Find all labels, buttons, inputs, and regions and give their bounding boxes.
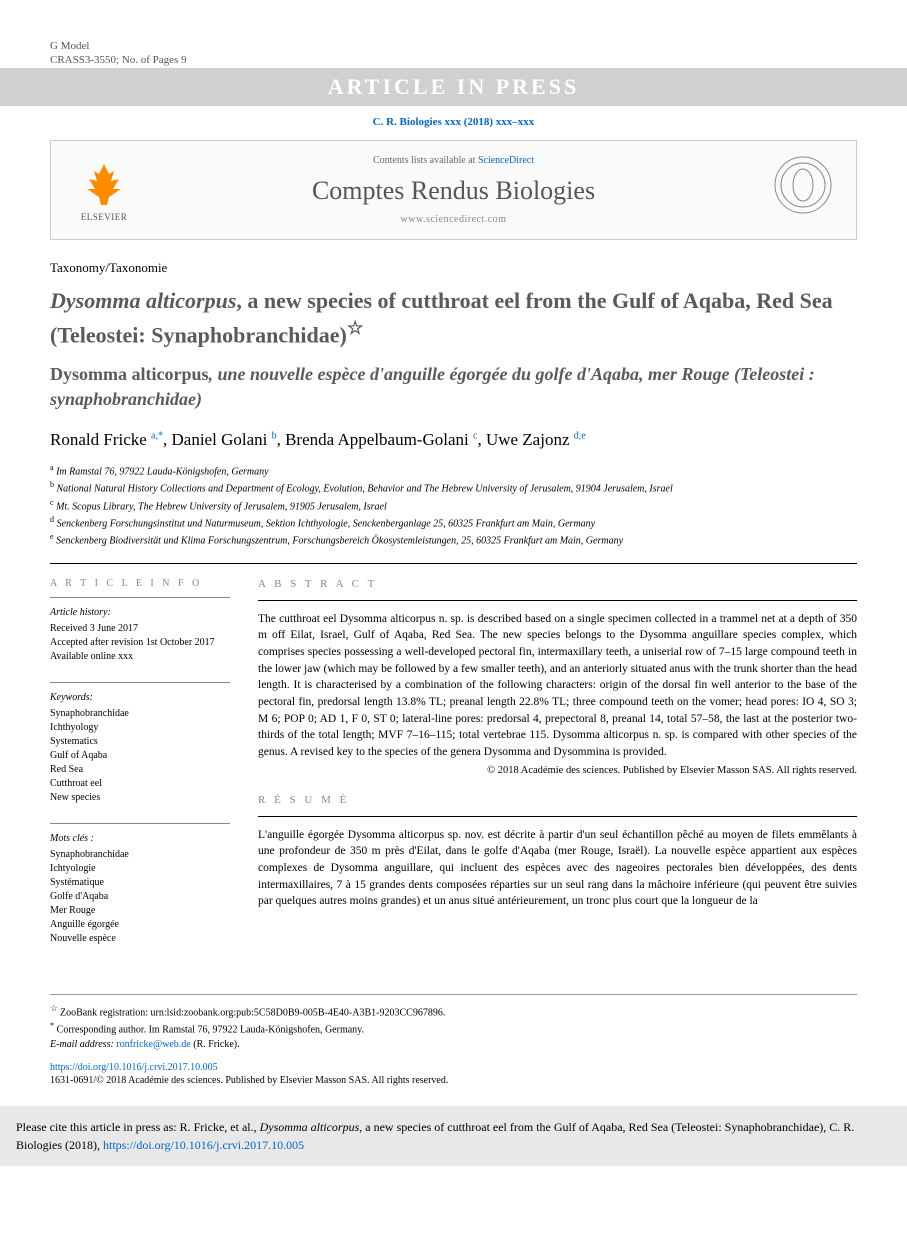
affiliation-a: a Im Ramstal 76, 97922 Lauda-Königshofen… <box>50 462 857 479</box>
authors-list: Ronald Fricke a,*, Daniel Golani b, Bren… <box>50 430 857 450</box>
kw-1: Ichthyology <box>50 721 230 735</box>
elsevier-text: ELSEVIER <box>69 212 139 222</box>
affiliation-c: c Mt. Scopus Library, The Hebrew Univers… <box>50 497 857 514</box>
journal-header-box: ELSEVIER Contents lists available at Sci… <box>50 140 857 240</box>
affiliation-b: b National Natural History Collections a… <box>50 479 857 496</box>
mc-5: Anguille égorgée <box>50 918 230 932</box>
history-accepted: Accepted after revision 1st October 2017 <box>50 636 230 650</box>
mc-1: Ichtyologie <box>50 862 230 876</box>
history-label: Article history: <box>50 606 230 620</box>
kw-5: Cutthroat eel <box>50 777 230 791</box>
citation-top: C. R. Biologies xxx (2018) xxx–xxx <box>50 116 857 128</box>
author-1: Ronald Fricke <box>50 430 147 449</box>
g-model-label: G Model <box>50 40 857 52</box>
resume-text: L'anguille égorgée Dysomma alticorpus sp… <box>258 827 857 910</box>
keywords-label: Keywords: <box>50 691 230 705</box>
mc-0: Synaphobranchidae <box>50 848 230 862</box>
keywords-block: Keywords: Synaphobranchidae Ichthyology … <box>50 691 230 805</box>
cite-box: Please cite this article in press as: R.… <box>0 1106 907 1166</box>
mots-block: Mots clés : Synaphobranchidae Ichtyologi… <box>50 832 230 946</box>
kw-0: Synaphobranchidae <box>50 707 230 721</box>
affiliations: a Im Ramstal 76, 97922 Lauda-Königshofen… <box>50 462 857 549</box>
title-star: ☆ <box>347 318 363 338</box>
cite-pre: Please cite this article in press as: R.… <box>16 1120 260 1134</box>
issn-copyright: 1631-0691/© 2018 Académie des sciences. … <box>50 1075 857 1086</box>
article-title-fr: Dysomma alticorpus, une nouvelle espèce … <box>50 362 857 412</box>
abstract-copyright: © 2018 Académie des sciences. Published … <box>258 765 857 776</box>
corresponding-note: * Corresponding author. Im Ramstal 76, 9… <box>50 1020 857 1037</box>
mc-2: Systématique <box>50 876 230 890</box>
mc-6: Nouvelle espèce <box>50 932 230 946</box>
academie-logo <box>768 153 838 227</box>
mc-3: Golfe d'Aqaba <box>50 890 230 904</box>
article-info-head: A R T I C L E I N F O <box>50 578 230 589</box>
author-3-aff: c <box>473 430 477 441</box>
cite-doi-link[interactable]: https://doi.org/10.1016/j.crvi.2017.10.0… <box>103 1138 304 1152</box>
kw-3: Gulf of Aqaba <box>50 749 230 763</box>
contents-line: Contents lists available at ScienceDirec… <box>139 155 768 166</box>
article-title-en: Dysomma alticorpus, a new species of cut… <box>50 286 857 350</box>
email-note: E-mail address: ronfricke@web.de (R. Fri… <box>50 1037 857 1052</box>
footnotes: ☆ ZooBank registration: urn:lsid:zoobank… <box>50 994 857 1053</box>
elsevier-tree-icon <box>69 159 139 212</box>
sciencedirect-link[interactable]: ScienceDirect <box>478 155 534 166</box>
history-received: Received 3 June 2017 <box>50 622 230 636</box>
mots-label: Mots clés : <box>50 832 230 846</box>
author-4-aff: d,e <box>574 430 586 441</box>
species-name-fr: Dysomma alticorpus <box>50 364 209 384</box>
article-history-block: Article history: Received 3 June 2017 Ac… <box>50 606 230 664</box>
kw-2: Systematics <box>50 735 230 749</box>
journal-url: www.sciencedirect.com <box>139 214 768 225</box>
cite-species: Dysomma alticorpus <box>260 1120 360 1134</box>
contents-prefix: Contents lists available at <box>373 155 478 166</box>
kw-4: Red Sea <box>50 763 230 777</box>
author-1-aff: a, <box>151 430 158 441</box>
zoobank-note: ☆ ZooBank registration: urn:lsid:zoobank… <box>50 1003 857 1020</box>
affiliation-d: d Senckenberg Forschungsinstitut und Nat… <box>50 514 857 531</box>
author-2: Daniel Golani <box>172 430 268 449</box>
doi-link[interactable]: https://doi.org/10.1016/j.crvi.2017.10.0… <box>50 1062 218 1073</box>
author-3: Brenda Appelbaum-Golani <box>285 430 469 449</box>
article-category: Taxonomy/Taxonomie <box>50 260 857 276</box>
author-1-corr: * <box>158 430 163 441</box>
mc-4: Mer Rouge <box>50 904 230 918</box>
affiliation-e: e Senckenberg Biodiversität und Klima Fo… <box>50 531 857 548</box>
author-4: Uwe Zajonz <box>486 430 570 449</box>
abstract-head: A B S T R A C T <box>258 578 857 590</box>
kw-6: New species <box>50 791 230 805</box>
author-2-aff: b <box>272 430 277 441</box>
elsevier-logo: ELSEVIER <box>69 159 139 222</box>
doi-line: https://doi.org/10.1016/j.crvi.2017.10.0… <box>50 1062 857 1073</box>
species-name-en: Dysomma alticorpus <box>50 288 236 313</box>
corresponding-email[interactable]: ronfricke@web.de <box>116 1039 190 1050</box>
resume-head: R É S U M É <box>258 794 857 806</box>
history-online: Available online xxx <box>50 650 230 664</box>
abstract-text: The cutthroat eel Dysomma alticorpus n. … <box>258 611 857 761</box>
doc-id: CRASS3-3550; No. of Pages 9 <box>50 54 857 66</box>
divider <box>50 563 857 564</box>
journal-title: Comptes Rendus Biologies <box>139 176 768 206</box>
article-in-press-bar: ARTICLE IN PRESS <box>0 68 907 106</box>
